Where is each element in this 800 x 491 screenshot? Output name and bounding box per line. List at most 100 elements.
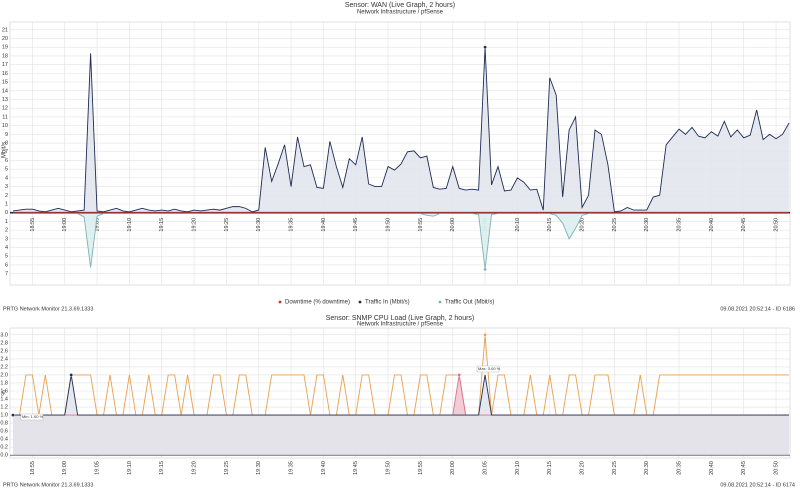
series-line (12, 47, 790, 213)
x-tick-label: 20:30 (644, 461, 650, 475)
series-area (13, 212, 789, 270)
extreme-marker (11, 413, 15, 417)
x-tick-label: 20:45 (741, 461, 747, 475)
x-tick-label: 20:20 (580, 461, 586, 475)
legend-marker (438, 300, 442, 304)
x-tick-label: 20:25 (612, 461, 618, 475)
x-tick-label: 20:40 (709, 218, 715, 232)
annotation: Max: 3.00 % (478, 366, 501, 371)
chart-title: Sensor: WAN (Live Graph, 2 hours) (345, 2, 455, 9)
x-tick-label: 20:50 (774, 461, 780, 475)
y-tick-label: 2 (5, 228, 8, 234)
y-tick-label: 8 (5, 141, 8, 147)
y-tick-label: 7 (5, 271, 8, 277)
x-tick-label: 20:35 (677, 218, 683, 232)
x-tick-label: 20:05 (483, 461, 489, 475)
x-tick-label: 20:40 (709, 461, 715, 475)
x-tick-label: 20:45 (741, 218, 747, 232)
y-tick-label: 6 (5, 262, 8, 268)
x-tick-label: 18:55 (30, 461, 36, 475)
y-tick-label: 2 (5, 193, 8, 199)
y-tick-label: 13 (2, 97, 8, 103)
chart: Sensor: SNMP CPU Load (Live Graph, 2 hou… (0, 315, 795, 489)
series-line (13, 213, 789, 270)
y-tick-label: 20 (2, 36, 8, 42)
y-axis-label: Mbit/s (2, 142, 8, 158)
x-tick-label: 19:15 (159, 461, 165, 475)
legend-marker (358, 300, 362, 304)
x-tick-label: 19:10 (127, 218, 133, 232)
extreme-marker (483, 45, 487, 50)
y-tick-label: 5 (5, 254, 8, 260)
y-tick-label: 11 (2, 114, 8, 120)
x-tick-label: 19:55 (418, 218, 424, 232)
x-tick-label: 19:10 (127, 461, 133, 475)
x-tick-label: 19:35 (289, 461, 295, 475)
y-tick-label: 2.6 (0, 348, 8, 354)
y-tick-label: 2.2 (0, 364, 8, 370)
y-tick-label: 15 (2, 80, 8, 86)
extreme-marker (457, 373, 462, 377)
chart: Sensor: WAN (Live Graph, 2 hours)Network… (2, 2, 795, 313)
legend-marker (278, 300, 282, 304)
legend-label: Traffic Out (Mbit/s) (445, 300, 494, 306)
x-tick-label: 20:00 (450, 461, 456, 475)
y-tick-label: 19 (2, 45, 8, 51)
x-tick-label: 19:35 (289, 218, 295, 232)
annotation-box (476, 365, 500, 373)
x-tick-label: 19:40 (321, 218, 327, 232)
y-tick-label: 1.4 (0, 396, 8, 402)
chart-subtitle: Network Infrastructure / pfSense (357, 10, 444, 16)
y-tick-label: 3 (5, 184, 8, 190)
chart-subtitle: Network Infrastructure / pfSense (357, 322, 444, 328)
y-tick-label: 2.0 (0, 372, 8, 378)
y-tick-label: 1 (5, 219, 8, 225)
x-tick-label: 19:50 (386, 461, 392, 475)
y-tick-label: 0.8 (0, 421, 8, 427)
x-tick-label: 19:25 (224, 218, 230, 232)
y-tick-label: 10 (2, 123, 8, 129)
y-tick-label: 7 (5, 149, 8, 155)
x-tick-label: 19:40 (321, 461, 327, 475)
y-tick-label: 1.6 (0, 388, 8, 394)
y-tick-label: 16 (2, 71, 8, 77)
y-tick-label: 4 (5, 175, 8, 181)
x-tick-label: 19:05 (95, 218, 101, 232)
x-tick-label: 20:35 (677, 461, 683, 475)
y-tick-label: 2.8 (0, 340, 8, 346)
y-tick-label: 0.0 (0, 453, 8, 459)
x-tick-label: 19:30 (256, 461, 262, 475)
plot-area (9, 21, 791, 286)
y-tick-label: 6 (5, 158, 8, 164)
extreme-marker (483, 333, 487, 337)
x-tick-label: 19:55 (418, 461, 424, 475)
legend-label: Downtime (% downtime) (285, 300, 350, 306)
annotation-box (20, 413, 44, 421)
x-tick-label: 19:50 (386, 218, 392, 232)
x-tick-label: 19:45 (353, 218, 359, 232)
y-tick-label: 3 (5, 236, 8, 242)
x-tick-label: 19:00 (62, 218, 68, 232)
y-tick-label: 1.2 (0, 404, 8, 410)
y-tick-label: 0.4 (0, 437, 8, 443)
extreme-marker (69, 373, 73, 377)
extreme-marker (483, 267, 487, 272)
x-tick-label: 19:20 (192, 461, 198, 475)
x-tick-label: 20:15 (547, 218, 553, 232)
y-tick-label: 14 (2, 88, 8, 94)
y-tick-label: 5 (5, 167, 8, 173)
x-tick-label: 20:20 (580, 218, 586, 232)
y-tick-label: 9 (5, 132, 8, 138)
x-tick-label: 20:25 (612, 218, 618, 232)
series-line (13, 374, 789, 416)
y-tick-label: 17 (2, 62, 8, 68)
y-tick-label: 18 (2, 53, 8, 59)
x-tick-label: 19:20 (192, 218, 198, 232)
legend-label: Traffic In (Mbit/s) (365, 300, 410, 306)
x-tick-label: 18:55 (30, 218, 36, 232)
y-tick-label: 0 (5, 210, 8, 216)
x-tick-label: 19:15 (159, 218, 165, 232)
annotation: Min: 1.00 % (22, 414, 44, 419)
x-tick-label: 20:50 (774, 218, 780, 232)
